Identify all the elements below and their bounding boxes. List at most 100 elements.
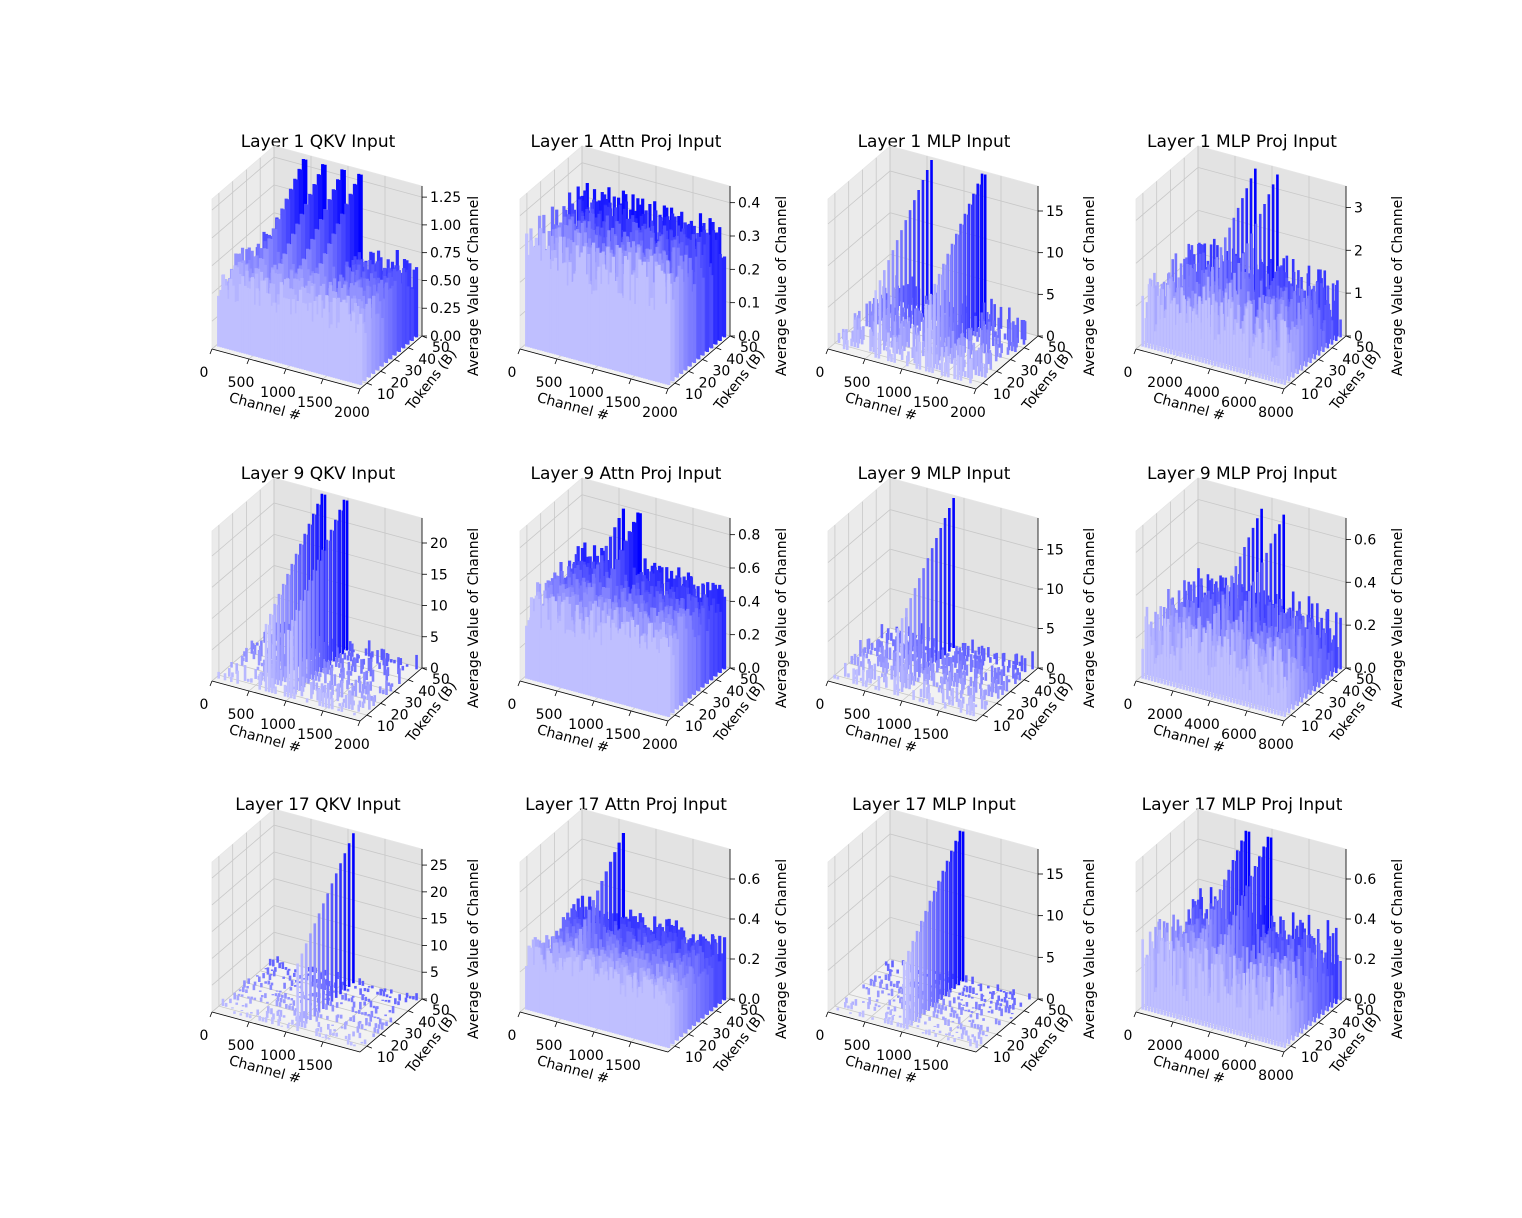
x-tick-label: 1000 bbox=[260, 717, 296, 733]
y-tick bbox=[688, 702, 694, 706]
z-tick-label: 0 bbox=[1354, 329, 1363, 345]
x-tick bbox=[554, 358, 558, 365]
panel-title: Layer 1 MLP Proj Input bbox=[1147, 132, 1337, 152]
z-tick-label: 0.75 bbox=[430, 246, 461, 262]
y-tick-label: 30 bbox=[1328, 364, 1346, 380]
y-tick bbox=[1010, 359, 1016, 362]
x-tick bbox=[1133, 348, 1137, 355]
y-axis bbox=[359, 335, 423, 390]
y-tick-label: 30 bbox=[712, 696, 730, 712]
x-tick bbox=[591, 368, 595, 375]
y-tick-label: 20 bbox=[1007, 375, 1025, 391]
y-tick-label: 50 bbox=[1356, 340, 1374, 356]
y-tick-label: 10 bbox=[685, 719, 703, 735]
z-tick-label: 5 bbox=[430, 630, 439, 646]
grid-z bbox=[519, 162, 731, 217]
y-tick-label: 10 bbox=[377, 719, 395, 735]
x-tick-label: 6000 bbox=[1221, 395, 1257, 411]
y-tick bbox=[1290, 382, 1297, 386]
x-tick-label: 1500 bbox=[297, 727, 333, 743]
bars bbox=[217, 493, 418, 716]
z-tick-label: 2 bbox=[1354, 243, 1363, 259]
z-axis-label: Average Value of Channel bbox=[466, 528, 482, 708]
y-tick bbox=[380, 702, 386, 706]
y-tick bbox=[1304, 370, 1310, 374]
z-tick-label: 0 bbox=[430, 661, 439, 677]
y-tick bbox=[716, 347, 722, 351]
y-tick bbox=[982, 714, 989, 718]
y-tick bbox=[1318, 359, 1324, 362]
y-axis bbox=[667, 335, 731, 390]
z-tick-label: 10 bbox=[430, 599, 448, 615]
x-tick-label: 500 bbox=[228, 707, 255, 723]
y-tick bbox=[366, 714, 373, 718]
y-tick-label: 10 bbox=[993, 387, 1011, 403]
z-tick-label: 0.4 bbox=[738, 196, 760, 212]
x-tick bbox=[554, 690, 558, 697]
x-tick bbox=[973, 388, 977, 395]
y-tick bbox=[996, 370, 1002, 374]
x-tick-label: 1500 bbox=[913, 395, 949, 411]
x-tick-label: 500 bbox=[844, 707, 871, 723]
x-tick bbox=[628, 710, 632, 717]
grid-z bbox=[519, 527, 731, 582]
x-tick-label: 2000 bbox=[950, 405, 986, 421]
grid-z bbox=[827, 253, 1039, 308]
x-tick bbox=[936, 710, 940, 717]
panel-title: Layer 1 Attn Proj Input bbox=[531, 132, 722, 152]
y-axis bbox=[975, 335, 1039, 390]
x-tick-label: 0 bbox=[508, 365, 517, 381]
y-tick-label: 10 bbox=[1301, 387, 1319, 403]
y-tick-label: 50 bbox=[740, 672, 758, 688]
x-tick-label: 0 bbox=[508, 697, 517, 713]
z-axis-label: Average Value of Channel bbox=[466, 196, 482, 376]
z-axis-label: Average Value of Channel bbox=[774, 196, 790, 376]
z-tick-label: 0 bbox=[1046, 661, 1055, 677]
z-tick-label: 1.25 bbox=[430, 190, 461, 206]
grid-z bbox=[211, 533, 423, 588]
y-tick-label: 20 bbox=[391, 707, 409, 723]
x-tick-label: 1500 bbox=[297, 395, 333, 411]
y-tick-label: 40 bbox=[418, 352, 436, 368]
z-tick-label: 0.2 bbox=[738, 628, 760, 644]
x-tick bbox=[936, 378, 940, 385]
y-tick-label: 20 bbox=[699, 375, 717, 391]
panel-3: Layer 1 MLP Input05001000150020001020304… bbox=[816, 132, 1098, 424]
z-tick-label: 1.00 bbox=[430, 218, 461, 234]
y-tick bbox=[674, 382, 681, 386]
y-tick bbox=[408, 679, 414, 683]
grid-z bbox=[211, 596, 423, 651]
bars bbox=[1141, 168, 1342, 386]
bars bbox=[1141, 508, 1342, 718]
y-tick bbox=[702, 691, 708, 694]
grid-z bbox=[827, 509, 1039, 563]
panel-8: Layer 9 MLP Proj Input020004000600080001… bbox=[1124, 464, 1406, 756]
z-tick-label: 0.00 bbox=[430, 329, 461, 345]
x-tick-label: 2000 bbox=[642, 737, 678, 753]
x-tick-label: 2000 bbox=[1147, 375, 1183, 391]
x-tick-label: 0 bbox=[816, 697, 825, 713]
y-tick-label: 50 bbox=[1048, 672, 1066, 688]
x-tick bbox=[665, 388, 669, 395]
y-tick-label: 50 bbox=[740, 340, 758, 356]
x-tick-label: 1000 bbox=[876, 717, 912, 733]
y-tick-label: 40 bbox=[726, 684, 744, 700]
z-tick-label: 0.8 bbox=[738, 528, 760, 544]
x-tick-label: 1000 bbox=[876, 385, 912, 401]
x-tick bbox=[1281, 388, 1285, 395]
y-tick-label: 10 bbox=[685, 387, 703, 403]
z-tick-label: 0.3 bbox=[738, 229, 760, 245]
z-tick-label: 5 bbox=[1046, 287, 1055, 303]
z-axis-label: Average Value of Channel bbox=[1082, 528, 1098, 708]
z-tick-label: 1 bbox=[1354, 286, 1363, 302]
x-tick bbox=[246, 690, 250, 697]
y-tick-label: 40 bbox=[418, 684, 436, 700]
x-tick bbox=[357, 388, 361, 395]
grid-z bbox=[827, 548, 1039, 603]
x-tick-label: 1000 bbox=[568, 717, 604, 733]
grid-z bbox=[827, 170, 1039, 225]
grid-z bbox=[1135, 498, 1347, 553]
